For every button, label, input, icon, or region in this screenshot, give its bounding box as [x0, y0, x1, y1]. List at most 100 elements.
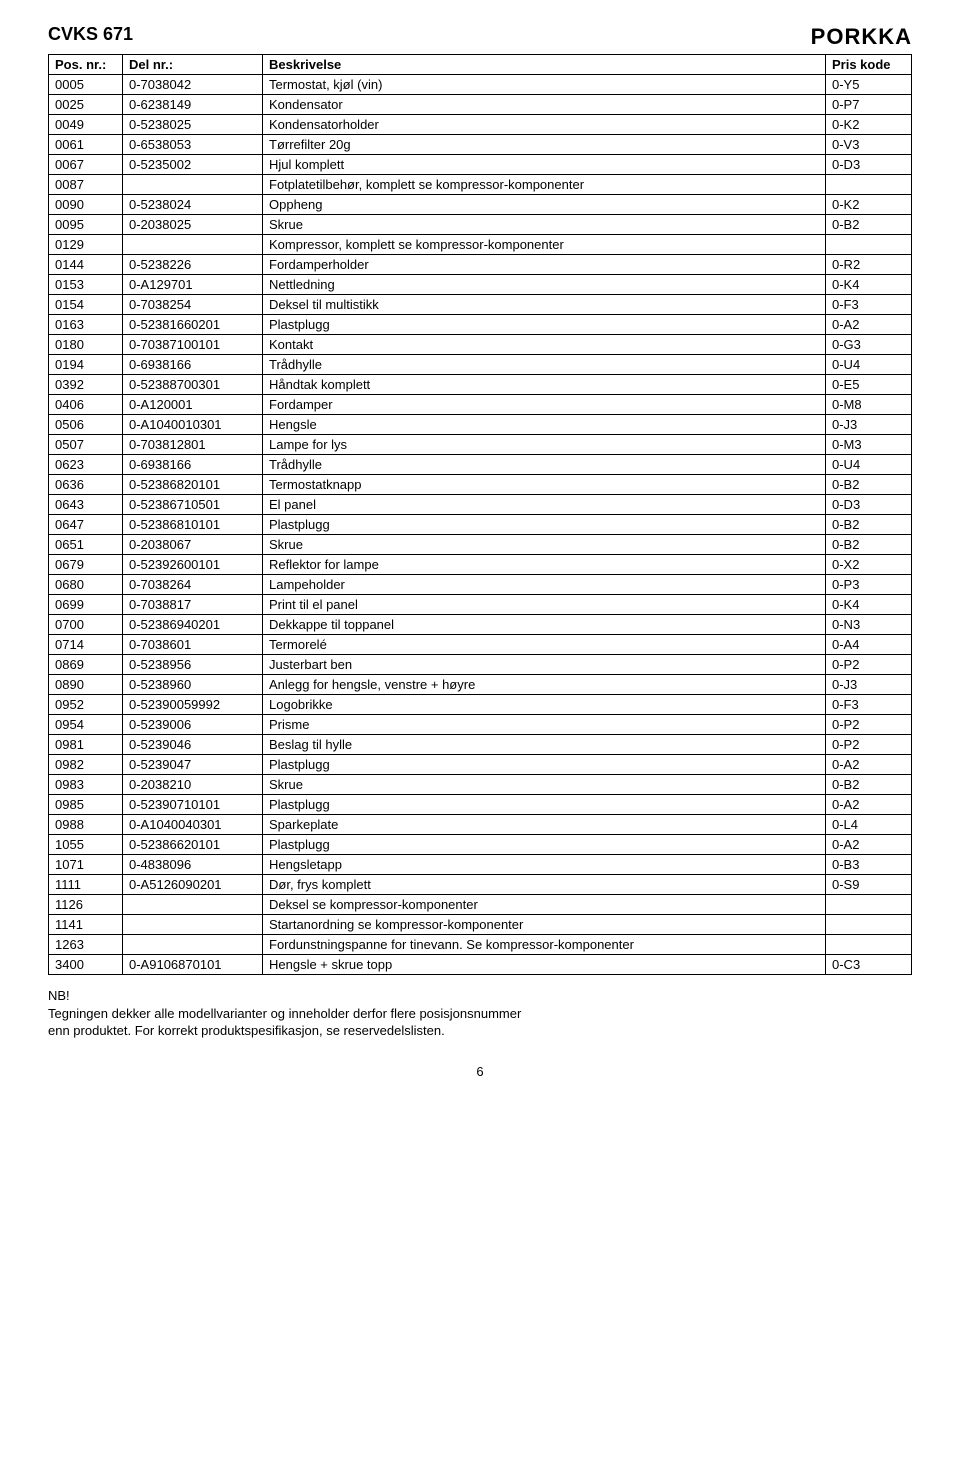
footnote: NB! Tegningen dekker alle modellvariante… — [48, 987, 912, 1040]
table-cell: 0-5238956 — [123, 655, 263, 675]
table-cell: 0-K4 — [826, 595, 912, 615]
table-cell: 0-A4 — [826, 635, 912, 655]
table-cell: 0507 — [49, 435, 123, 455]
table-row: 09520-52390059992Logobrikke0-F3 — [49, 695, 912, 715]
table-cell: 0651 — [49, 535, 123, 555]
table-cell: 0-2038210 — [123, 775, 263, 795]
footnote-line: Tegningen dekker alle modellvarianter og… — [48, 1005, 912, 1023]
table-cell: 0981 — [49, 735, 123, 755]
table-row: 04060-A120001Fordamper0-M8 — [49, 395, 912, 415]
table-cell: 0-L4 — [826, 815, 912, 835]
table-cell: 0-E5 — [826, 375, 912, 395]
table-cell: 0392 — [49, 375, 123, 395]
table-cell: 0-52390710101 — [123, 795, 263, 815]
table-cell: 0-B2 — [826, 475, 912, 495]
table-cell: 0-N3 — [826, 615, 912, 635]
table-cell: 0-6938166 — [123, 355, 263, 375]
table-cell: 0-52386710501 — [123, 495, 263, 515]
table-header-row: Pos. nr.:Del nr.:BeskrivelsePris kode — [49, 55, 912, 75]
table-cell: Nettledning — [263, 275, 826, 295]
table-cell: 0-A9106870101 — [123, 955, 263, 975]
table-header-cell: Beskrivelse — [263, 55, 826, 75]
table-cell: 0061 — [49, 135, 123, 155]
page-header: CVKS 671 PORKKA — [48, 24, 912, 50]
table-row: 09850-52390710101Plastplugg0-A2 — [49, 795, 912, 815]
table-header-cell: Del nr.: — [123, 55, 263, 75]
table-cell: 0095 — [49, 215, 123, 235]
table-cell: Dør, frys komplett — [263, 875, 826, 895]
table-row: 09540-5239006Prisme0-P2 — [49, 715, 912, 735]
table-cell: 1263 — [49, 935, 123, 955]
table-cell — [123, 895, 263, 915]
table-cell: 0-G3 — [826, 335, 912, 355]
table-cell: 0-7038601 — [123, 635, 263, 655]
table-cell: Plastplugg — [263, 835, 826, 855]
table-row: 00250-6238149Kondensator0-P7 — [49, 95, 912, 115]
table-cell — [123, 175, 263, 195]
table-row: 0129Kompressor, komplett se kompressor-k… — [49, 235, 912, 255]
table-cell: 0-A2 — [826, 795, 912, 815]
table-cell: 0-52390059992 — [123, 695, 263, 715]
table-row: 03920-52388700301Håndtak komplett0-E5 — [49, 375, 912, 395]
table-cell: 0-52386620101 — [123, 835, 263, 855]
table-row: 08690-5238956Justerbart ben0-P2 — [49, 655, 912, 675]
table-row: 1141Startanordning se kompressor-kompone… — [49, 915, 912, 935]
table-cell: Trådhylle — [263, 455, 826, 475]
table-cell: 0-M3 — [826, 435, 912, 455]
table-cell: 0679 — [49, 555, 123, 575]
table-row: 09810-5239046Beslag til hylle0-P2 — [49, 735, 912, 755]
table-cell: Sparkeplate — [263, 815, 826, 835]
table-row: 07140-7038601Termorelé0-A4 — [49, 635, 912, 655]
table-cell: Plastplugg — [263, 315, 826, 335]
table-cell: 0-B2 — [826, 215, 912, 235]
table-cell: 0-5239047 — [123, 755, 263, 775]
table-cell: 0-P3 — [826, 575, 912, 595]
table-cell: 0-6538053 — [123, 135, 263, 155]
table-cell: 0-A2 — [826, 755, 912, 775]
table-row: 01630-52381660201Plastplugg0-A2 — [49, 315, 912, 335]
table-row: 06510-2038067Skrue0-B2 — [49, 535, 912, 555]
table-cell: 1126 — [49, 895, 123, 915]
table-cell: 0-2038067 — [123, 535, 263, 555]
table-cell: 0-7038817 — [123, 595, 263, 615]
table-cell: 0-A2 — [826, 835, 912, 855]
table-cell — [826, 175, 912, 195]
table-cell: 0623 — [49, 455, 123, 475]
table-cell: 0983 — [49, 775, 123, 795]
table-cell: 1111 — [49, 875, 123, 895]
table-cell: 0-D3 — [826, 155, 912, 175]
table-cell: 0154 — [49, 295, 123, 315]
table-cell: 0005 — [49, 75, 123, 95]
table-cell: 0-6238149 — [123, 95, 263, 115]
table-cell: 0406 — [49, 395, 123, 415]
table-cell: 0988 — [49, 815, 123, 835]
table-row: 06230-6938166Trådhylle0-U4 — [49, 455, 912, 475]
table-cell: 0-J3 — [826, 415, 912, 435]
table-cell: 0-P7 — [826, 95, 912, 115]
table-cell: 0954 — [49, 715, 123, 735]
table-row: 06990-7038817Print til el panel0-K4 — [49, 595, 912, 615]
table-cell: Anlegg for hengsle, venstre + høyre — [263, 675, 826, 695]
table-cell: Beslag til hylle — [263, 735, 826, 755]
table-cell: Håndtak komplett — [263, 375, 826, 395]
table-cell: 0890 — [49, 675, 123, 695]
table-cell: Plastplugg — [263, 515, 826, 535]
table-row: 00950-2038025Skrue0-B2 — [49, 215, 912, 235]
table-row: 1126Deksel se kompressor-komponenter — [49, 895, 912, 915]
table-cell: Termorelé — [263, 635, 826, 655]
table-cell: 0-5239046 — [123, 735, 263, 755]
table-row: 05070-703812801Lampe for lys0-M3 — [49, 435, 912, 455]
table-cell: 3400 — [49, 955, 123, 975]
table-cell: Kontakt — [263, 335, 826, 355]
table-cell — [826, 935, 912, 955]
table-cell: Kondensator — [263, 95, 826, 115]
table-cell: Plastplugg — [263, 755, 826, 775]
table-cell: Kondensatorholder — [263, 115, 826, 135]
table-cell: 0-P2 — [826, 735, 912, 755]
table-cell: 0714 — [49, 635, 123, 655]
table-row: 34000-A9106870101Hengsle + skrue topp0-C… — [49, 955, 912, 975]
table-cell: 0087 — [49, 175, 123, 195]
table-cell: El panel — [263, 495, 826, 515]
table-cell: Termostatknapp — [263, 475, 826, 495]
table-cell: 0-4838096 — [123, 855, 263, 875]
